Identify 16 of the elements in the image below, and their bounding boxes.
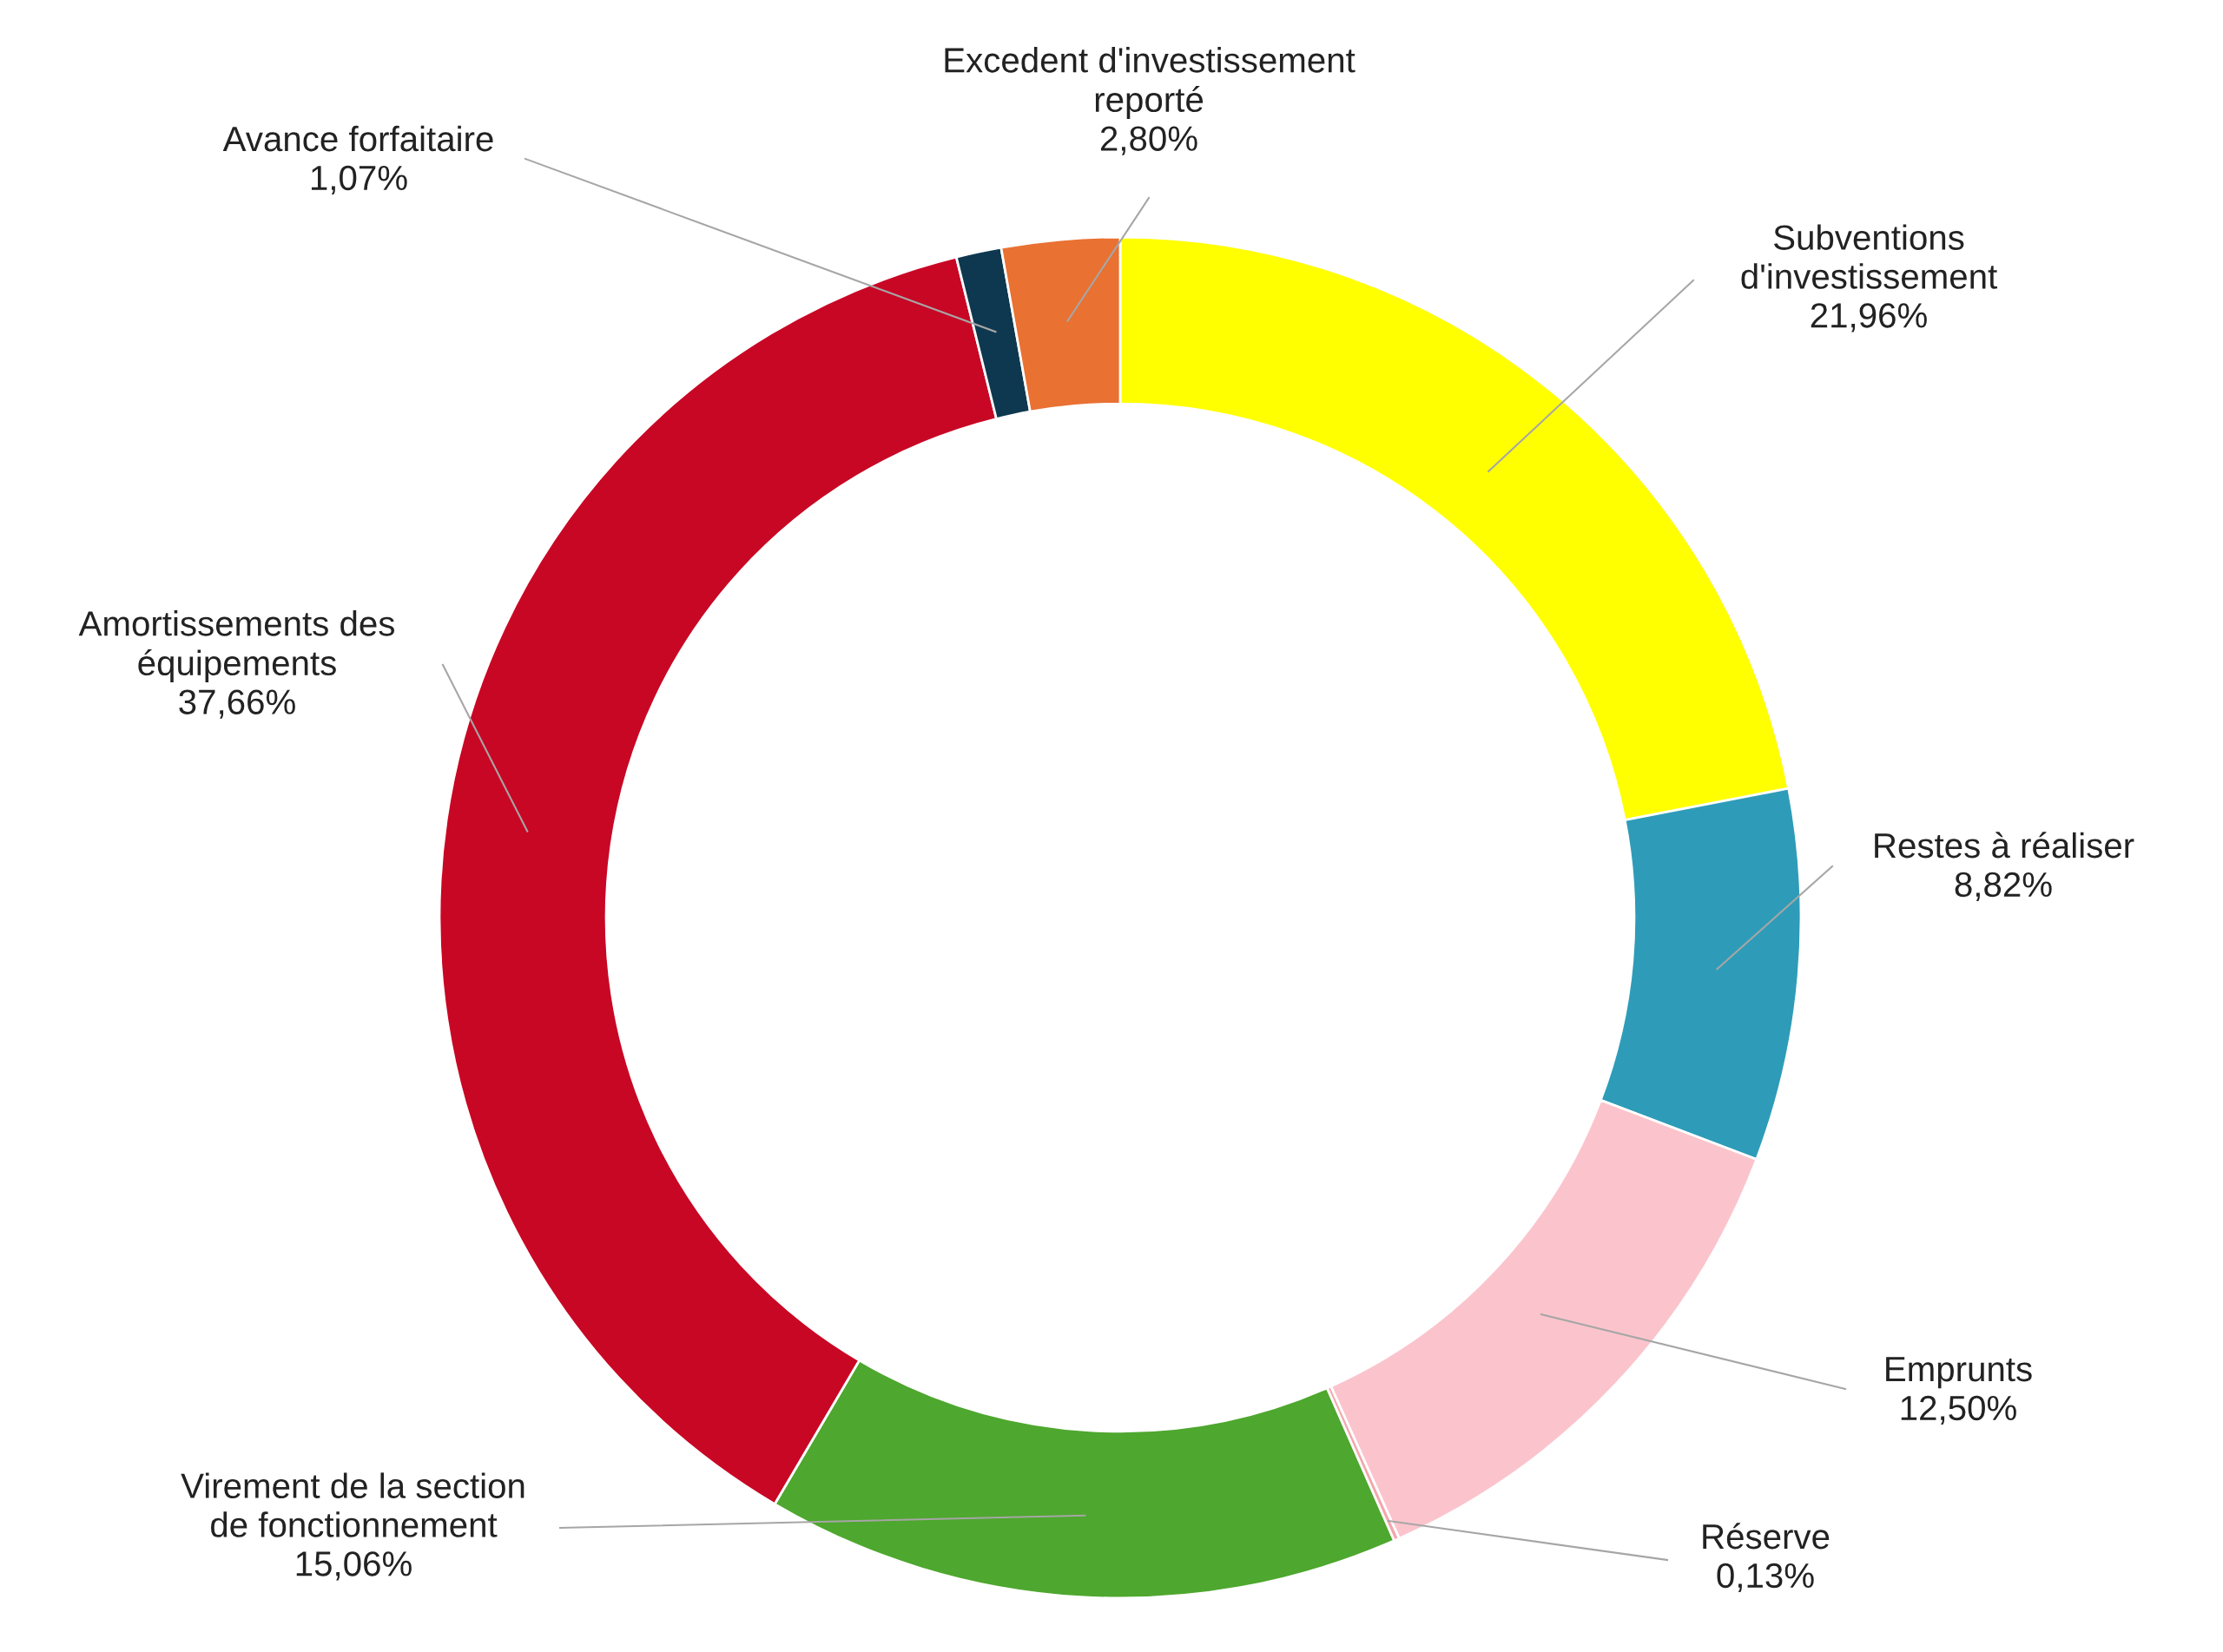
slice-label: Emprunts (1886, 1357, 2032, 1389)
slice-label: Amortissements des équipements (78, 610, 394, 683)
data-label: 8,82% (1955, 872, 2052, 901)
data-label: 15,06% (296, 1551, 412, 1581)
data-label: 2,80% (1100, 126, 1197, 155)
data-label: 12,50% (1901, 1395, 2016, 1425)
slice-label: Restes à réaliser (1875, 832, 2134, 859)
slice-label: Excedent d'investissement reporté (945, 47, 1356, 120)
slice-label: Virement de la section de fonctionnement (181, 1472, 524, 1537)
slice-label: Réserve (1703, 1523, 1830, 1550)
slice-label: Avance forfaitaire (222, 125, 493, 152)
data-label: 37,66% (179, 689, 295, 719)
data-label: 21,96% (1811, 303, 1927, 332)
data-label: 0,13% (1717, 1563, 1814, 1592)
data-label: 1,07% (311, 165, 407, 194)
slice-label: Subventions d'investissement (1741, 224, 1997, 289)
